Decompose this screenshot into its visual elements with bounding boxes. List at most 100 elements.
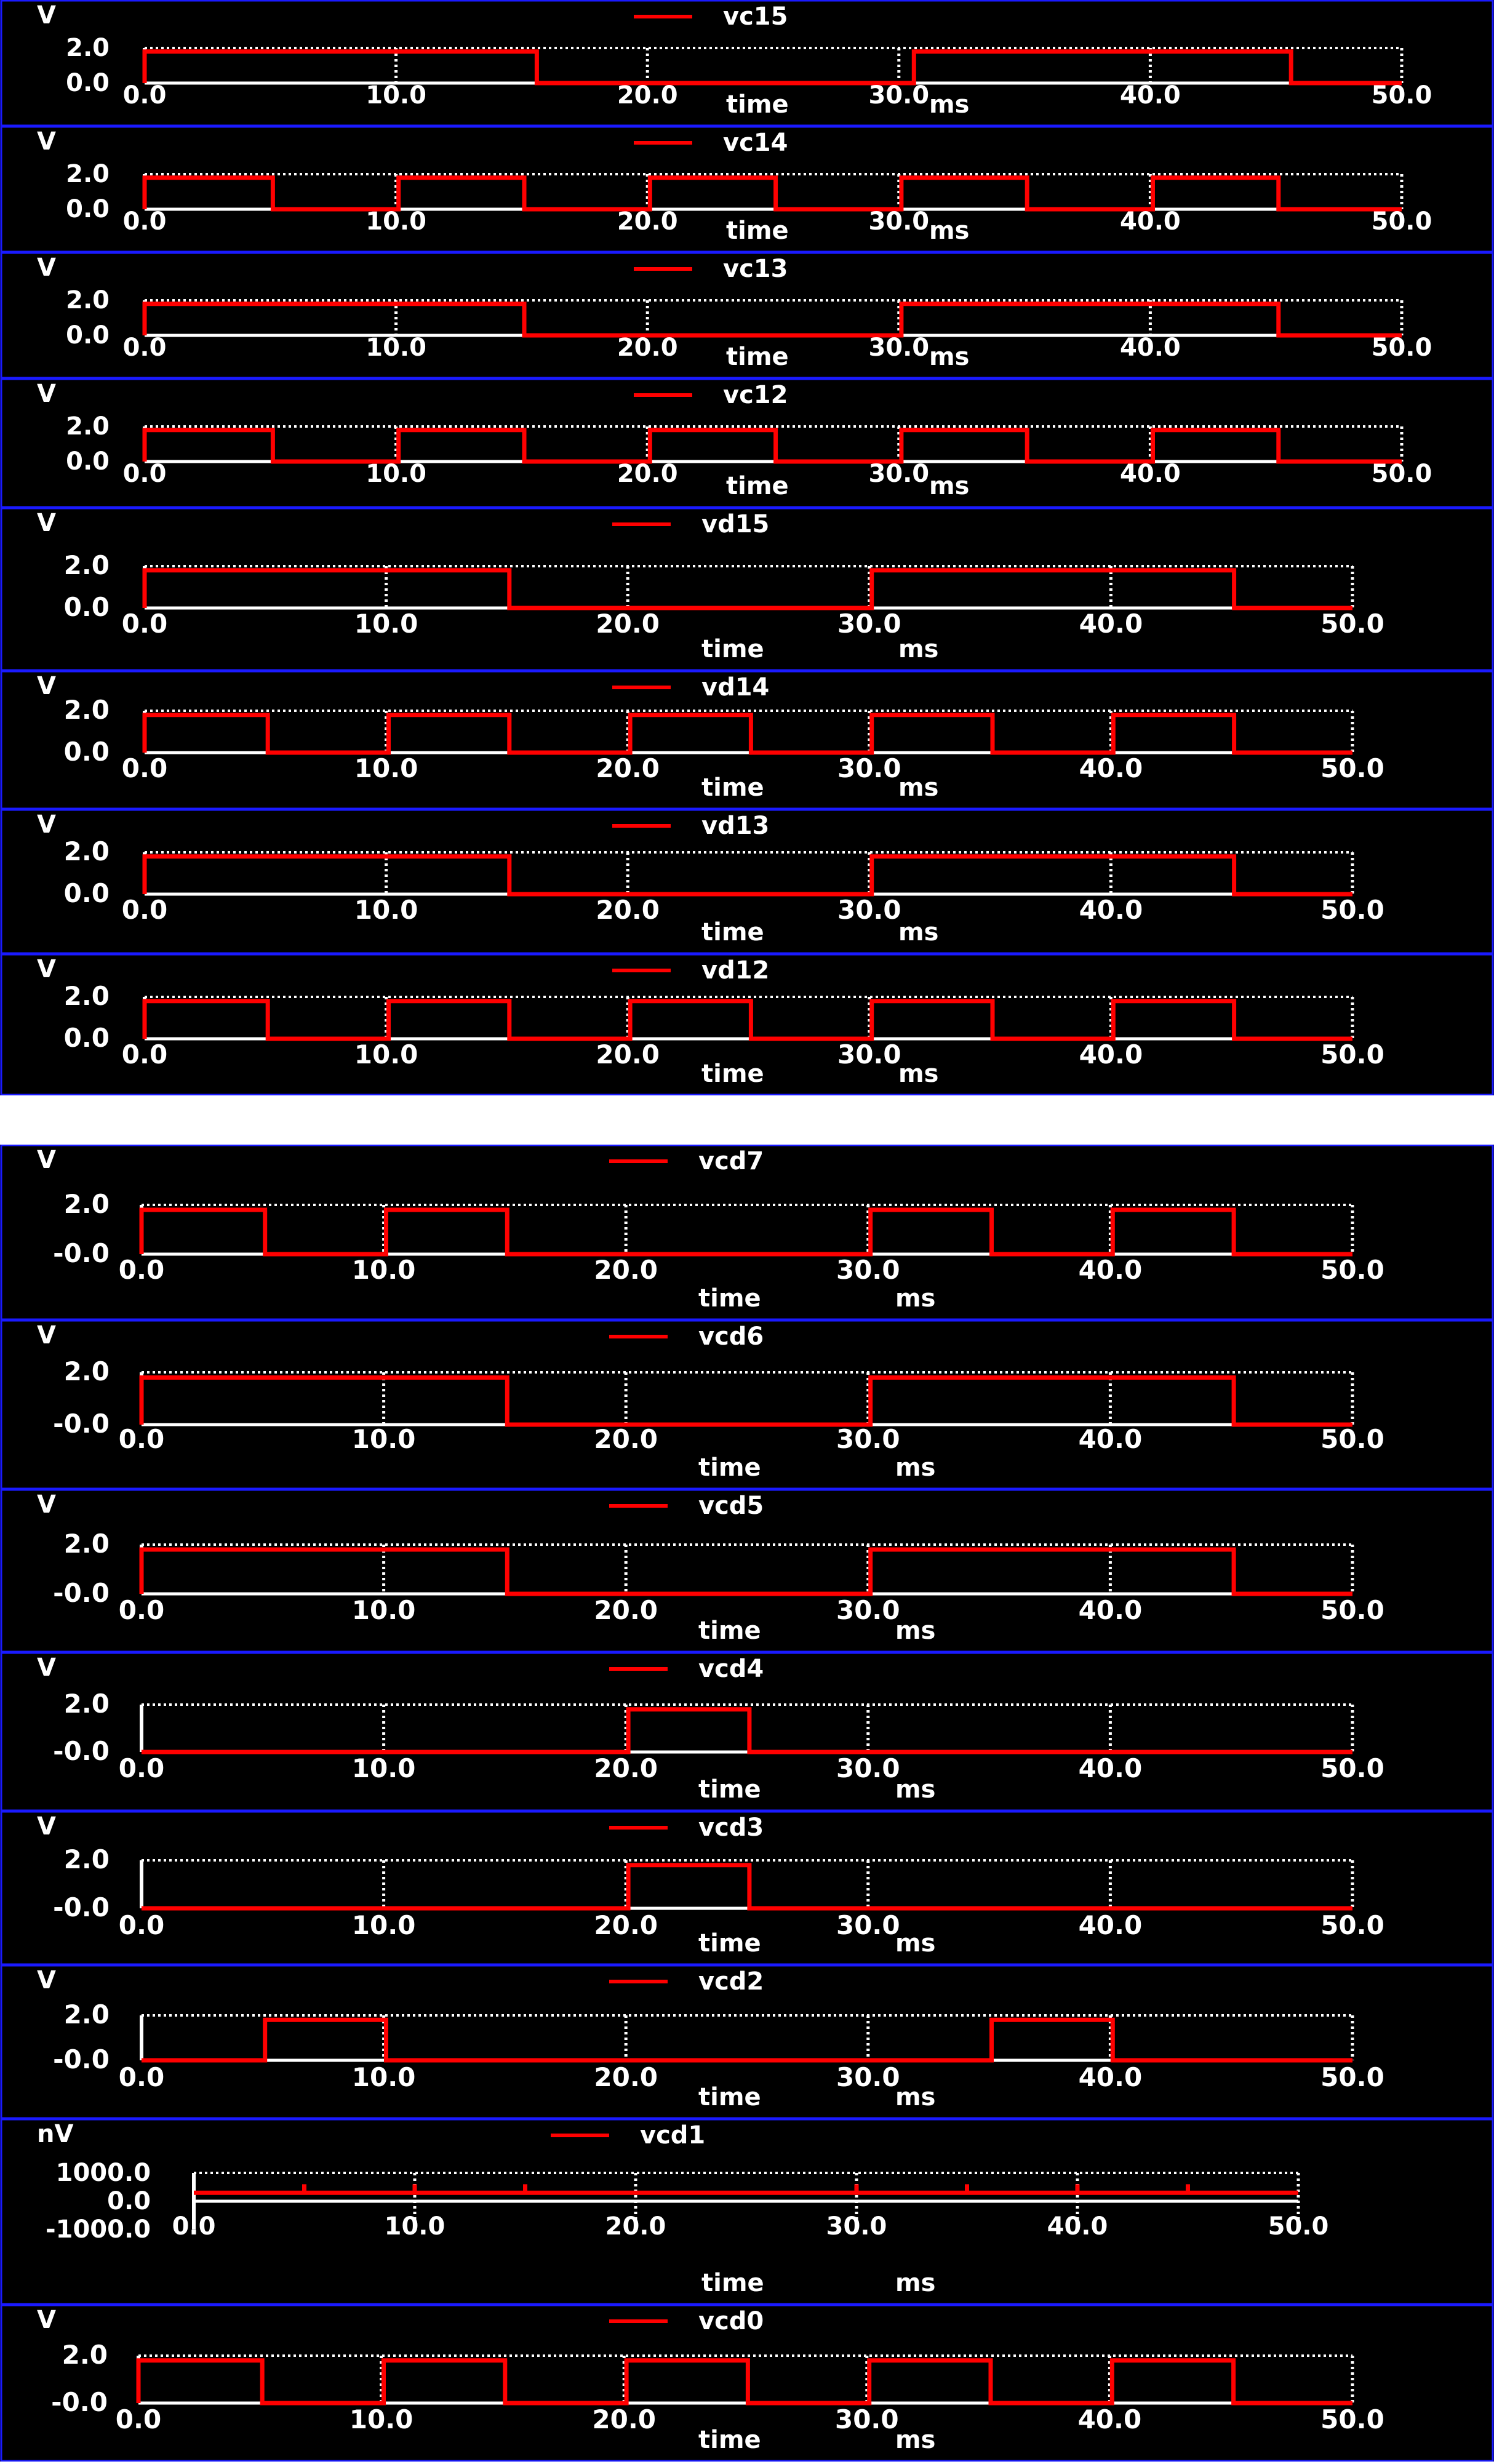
x-tick-label: 20.0 — [594, 2062, 658, 2092]
panel-frame — [0, 126, 1494, 253]
x-axis-label: time — [701, 774, 764, 802]
trace-vcd4 — [142, 1707, 1352, 1754]
x-axis-unit: ms — [895, 1284, 936, 1313]
y-unit-label: V — [37, 509, 56, 537]
panel-frame — [0, 1144, 1494, 1321]
panel-frame — [0, 1489, 1494, 1653]
panel-frame — [0, 252, 1494, 379]
x-tick-label: 0.0 — [116, 2404, 161, 2434]
x-tick-label: 20.0 — [617, 460, 678, 488]
y-tick-label: 2.0 — [64, 981, 110, 1011]
y-tick-label: 1000.0 — [56, 2159, 151, 2187]
x-tick-label: 10.0 — [354, 753, 418, 783]
panel-frame — [0, 1964, 1494, 2119]
panel-frame — [0, 2304, 1494, 2462]
y-tick-label: -0.0 — [53, 2044, 110, 2074]
x-axis-label: time — [698, 1775, 761, 1804]
x-tick-label: 30.0 — [836, 1424, 900, 1454]
x-axis-label: time — [726, 90, 789, 119]
x-axis-unit: ms — [929, 217, 970, 245]
x-axis-label: time — [701, 635, 764, 663]
x-tick-label: 50.0 — [1320, 1039, 1384, 1070]
x-tick-label: 0.0 — [119, 1753, 164, 1783]
y-tick-label: 2.0 — [64, 1689, 110, 1719]
x-axis-unit: ms — [895, 1617, 936, 1645]
x-tick-label: 30.0 — [836, 1753, 900, 1783]
x-tick-label: 40.0 — [1120, 334, 1181, 362]
legend-label: vc15 — [723, 2, 788, 31]
y-unit-label: V — [37, 1966, 56, 1994]
legend-label: vcd1 — [640, 2121, 705, 2150]
x-tick-label: 20.0 — [596, 753, 660, 783]
y-tick-label: 2.0 — [64, 550, 110, 580]
x-tick-label: 50.0 — [1320, 609, 1384, 639]
x-tick-label: 30.0 — [835, 2404, 899, 2434]
x-tick-label: 0.0 — [122, 753, 167, 783]
x-axis-label: time — [726, 217, 789, 245]
y-tick-label: -0.0 — [53, 1578, 110, 1608]
x-tick-label: 40.0 — [1120, 460, 1181, 488]
x-tick-label: 10.0 — [366, 334, 426, 362]
x-axis-unit: ms — [895, 1775, 936, 1804]
y-tick-label: 2.0 — [66, 34, 110, 62]
x-tick-label: 50.0 — [1372, 207, 1432, 236]
y-unit-label: V — [37, 1321, 56, 1350]
y-tick-label: -0.0 — [53, 1409, 110, 1439]
x-axis-unit: ms — [895, 2083, 936, 2111]
panel-frame — [0, 1319, 1494, 1490]
x-tick-label: 30.0 — [836, 2062, 900, 2092]
x-tick-label: 10.0 — [350, 2404, 413, 2434]
x-tick-label: 30.0 — [837, 895, 901, 925]
x-axis-label: time — [701, 1060, 764, 1088]
y-tick-label: 2.0 — [66, 286, 110, 314]
x-tick-label: 0.0 — [122, 609, 167, 639]
trace-vcd6 — [139, 1375, 1352, 1427]
x-tick-label: 40.0 — [1079, 1753, 1143, 1783]
y-tick-label: 2.0 — [64, 1844, 110, 1874]
x-tick-label: 40.0 — [1047, 2212, 1108, 2241]
x-tick-label: 10.0 — [354, 1039, 418, 1070]
trace-vcd5 — [139, 1547, 1352, 1596]
x-tick-label: 40.0 — [1079, 1255, 1143, 1285]
x-axis-unit: ms — [929, 343, 970, 371]
x-tick-label: 20.0 — [605, 2212, 666, 2241]
y-tick-label: 2.0 — [66, 412, 110, 441]
legend-label: vd15 — [701, 510, 769, 538]
legend-label: vcd0 — [698, 2307, 764, 2335]
x-tick-label: 20.0 — [596, 609, 660, 639]
panel-frame — [0, 0, 1494, 127]
x-tick-label: 0.0 — [119, 1255, 164, 1285]
legend-label: vc13 — [723, 255, 788, 283]
x-tick-label: 50.0 — [1320, 753, 1384, 783]
trace-vd13 — [142, 854, 1352, 897]
legend-label: vcd6 — [698, 1322, 764, 1351]
x-tick-label: 30.0 — [837, 1039, 901, 1070]
y-tick-label: 2.0 — [62, 2340, 108, 2370]
y-tick-label: -1000.0 — [46, 2215, 151, 2244]
y-tick-label: 2.0 — [64, 1356, 110, 1386]
legend-label: vd12 — [701, 956, 769, 985]
y-tick-label: 2.0 — [64, 836, 110, 866]
x-tick-label: 20.0 — [594, 1424, 658, 1454]
x-tick-label: 30.0 — [836, 1595, 900, 1625]
x-tick-label: 20.0 — [617, 334, 678, 362]
x-tick-label: 0.0 — [119, 1595, 164, 1625]
trace-vcd1 — [194, 2184, 1298, 2195]
x-tick-label: 10.0 — [366, 81, 426, 110]
x-tick-label: 30.0 — [868, 460, 929, 488]
x-tick-label: 30.0 — [836, 1255, 900, 1285]
